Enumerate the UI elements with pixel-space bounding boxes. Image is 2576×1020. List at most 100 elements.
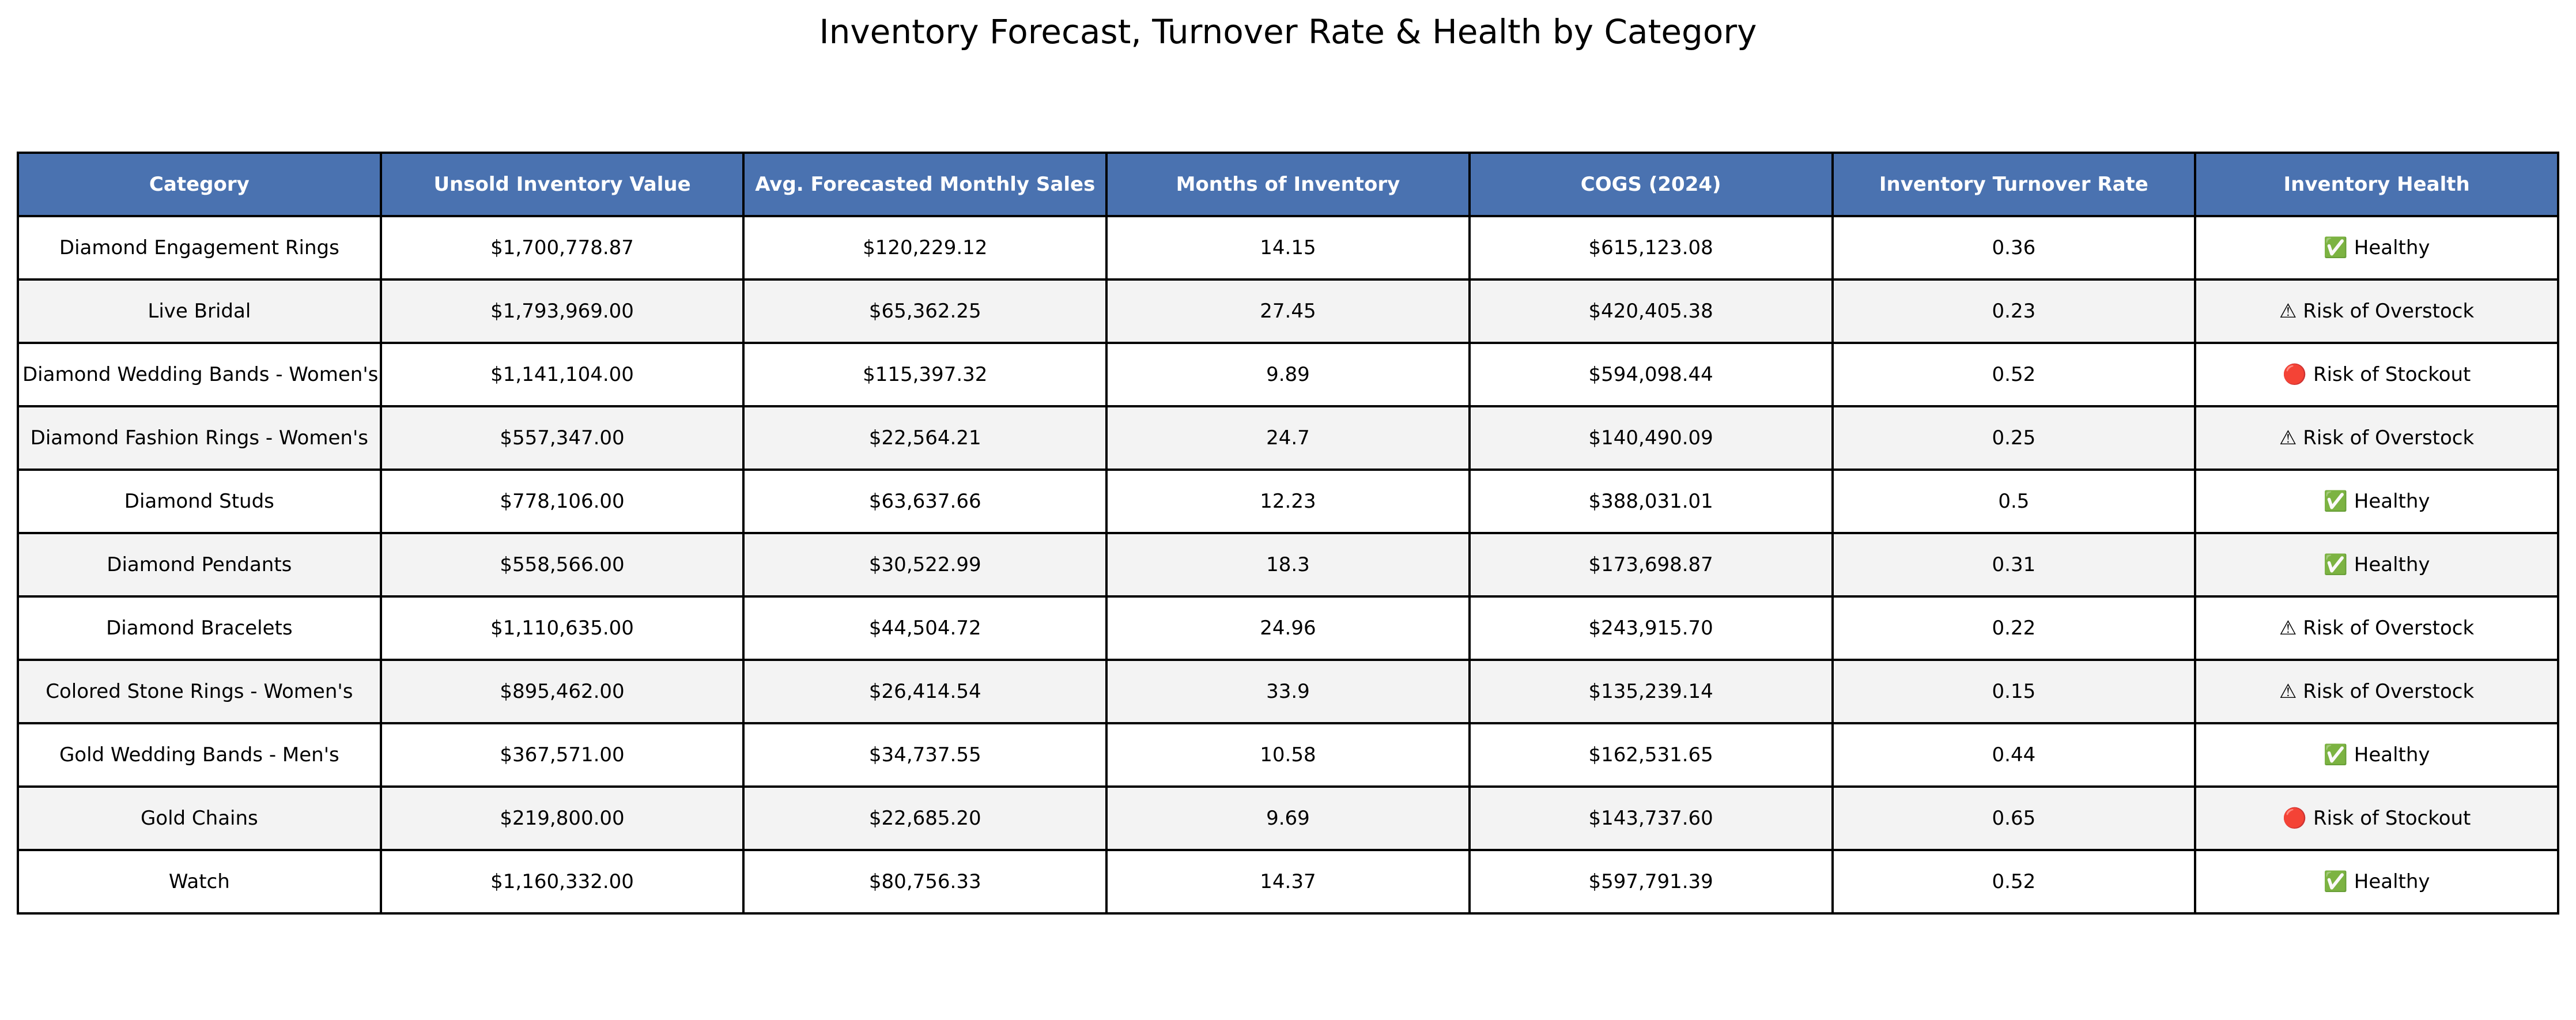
cell-months-of-inventory: 18.3 [1105, 532, 1471, 598]
inventory-table-container: Category Unsold Inventory Value Avg. For… [17, 152, 2559, 915]
cell-avg-forecasted-monthly-sales: $63,637.66 [742, 469, 1108, 534]
table-row: Diamond Wedding Bands - Women's $1,141,10… [17, 342, 2559, 407]
header-cell-inventory-health: Inventory Health [2194, 152, 2559, 217]
cell-inventory-turnover-rate: 0.52 [1831, 342, 2197, 407]
cell-cogs-2024: $143,737.60 [1468, 785, 1834, 851]
cell-inventory-turnover-rate: 0.36 [1831, 215, 2197, 281]
cell-avg-forecasted-monthly-sales: $22,685.20 [742, 785, 1108, 851]
cell-unsold-inventory-value: $557,347.00 [379, 405, 745, 471]
table-row: Gold Chains $219,800.00 $22,685.20 9.69 $143… [17, 785, 2559, 851]
header-cell-avg-forecasted-monthly-sales: Avg. Forecasted Monthly Sales [742, 152, 1108, 217]
cell-category: Diamond Wedding Bands - Women's [17, 342, 382, 407]
cell-months-of-inventory: 10.58 [1105, 722, 1471, 788]
header-cell-months-of-inventory: Months of Inventory [1105, 152, 1471, 217]
cell-inventory-turnover-rate: 0.15 [1831, 659, 2197, 724]
cell-months-of-inventory: 24.96 [1105, 595, 1471, 661]
table-row: Diamond Engagement Rings $1,700,778.87 $12… [17, 215, 2559, 281]
cell-avg-forecasted-monthly-sales: $115,397.32 [742, 342, 1108, 407]
cell-unsold-inventory-value: $367,571.00 [379, 722, 745, 788]
cell-inventory-health: ⚠ Risk of Overstock [2194, 659, 2559, 724]
cell-category: Diamond Bracelets [17, 595, 382, 661]
header-cell-unsold-inventory-value: Unsold Inventory Value [379, 152, 745, 217]
inventory-table: Category Unsold Inventory Value Avg. For… [17, 152, 2559, 915]
cell-category: Diamond Pendants [17, 532, 382, 598]
table-row: Diamond Studs $778,106.00 $63,637.66 12.23 $… [17, 469, 2559, 534]
table-body: Diamond Engagement Rings $1,700,778.87 $12… [17, 215, 2559, 915]
cell-unsold-inventory-value: $1,793,969.00 [379, 278, 745, 344]
cell-unsold-inventory-value: $1,700,778.87 [379, 215, 745, 281]
table-row: Watch $1,160,332.00 $80,756.33 14.37 $597,79… [17, 849, 2559, 915]
cell-unsold-inventory-value: $219,800.00 [379, 785, 745, 851]
cell-inventory-health: 🔴 Risk of Stockout [2194, 785, 2559, 851]
cell-category: Live Bridal [17, 278, 382, 344]
cell-unsold-inventory-value: $1,110,635.00 [379, 595, 745, 661]
cell-unsold-inventory-value: $558,566.00 [379, 532, 745, 598]
cell-category: Diamond Studs [17, 469, 382, 534]
cell-cogs-2024: $597,791.39 [1468, 849, 1834, 915]
table-row: Gold Wedding Bands - Men's $367,571.00 $34… [17, 722, 2559, 788]
table-row: Live Bridal $1,793,969.00 $65,362.25 27.45 $… [17, 278, 2559, 344]
cell-inventory-turnover-rate: 0.5 [1831, 469, 2197, 534]
cell-category: Colored Stone Rings - Women's [17, 659, 382, 724]
cell-cogs-2024: $135,239.14 [1468, 659, 1834, 724]
cell-cogs-2024: $594,098.44 [1468, 342, 1834, 407]
cell-months-of-inventory: 9.89 [1105, 342, 1471, 407]
cell-months-of-inventory: 24.7 [1105, 405, 1471, 471]
cell-inventory-turnover-rate: 0.52 [1831, 849, 2197, 915]
cell-cogs-2024: $140,490.09 [1468, 405, 1834, 471]
cell-category: Diamond Engagement Rings [17, 215, 382, 281]
cell-cogs-2024: $420,405.38 [1468, 278, 1834, 344]
cell-inventory-turnover-rate: 0.23 [1831, 278, 2197, 344]
cell-cogs-2024: $615,123.08 [1468, 215, 1834, 281]
cell-months-of-inventory: 14.15 [1105, 215, 1471, 281]
cell-inventory-health: ⚠ Risk of Overstock [2194, 278, 2559, 344]
cell-inventory-turnover-rate: 0.25 [1831, 405, 2197, 471]
cell-inventory-health: ⚠ Risk of Overstock [2194, 405, 2559, 471]
table-row: Diamond Bracelets $1,110,635.00 $44,504.72… [17, 595, 2559, 661]
cell-inventory-health: ✅ Healthy [2194, 722, 2559, 788]
cell-unsold-inventory-value: $1,160,332.00 [379, 849, 745, 915]
cell-unsold-inventory-value: $1,141,104.00 [379, 342, 745, 407]
table-row: Diamond Pendants $558,566.00 $30,522.99 18.… [17, 532, 2559, 598]
cell-inventory-health: 🔴 Risk of Stockout [2194, 342, 2559, 407]
cell-months-of-inventory: 14.37 [1105, 849, 1471, 915]
cell-avg-forecasted-monthly-sales: $26,414.54 [742, 659, 1108, 724]
cell-avg-forecasted-monthly-sales: $34,737.55 [742, 722, 1108, 788]
cell-avg-forecasted-monthly-sales: $30,522.99 [742, 532, 1108, 598]
cell-months-of-inventory: 27.45 [1105, 278, 1471, 344]
cell-avg-forecasted-monthly-sales: $22,564.21 [742, 405, 1108, 471]
table-header: Category Unsold Inventory Value Avg. For… [17, 152, 2559, 217]
cell-cogs-2024: $388,031.01 [1468, 469, 1834, 534]
cell-cogs-2024: $173,698.87 [1468, 532, 1834, 598]
cell-category: Gold Wedding Bands - Men's [17, 722, 382, 788]
cell-inventory-turnover-rate: 0.22 [1831, 595, 2197, 661]
header-row: Category Unsold Inventory Value Avg. For… [17, 152, 2559, 217]
cell-inventory-health: ✅ Healthy [2194, 215, 2559, 281]
cell-months-of-inventory: 12.23 [1105, 469, 1471, 534]
cell-inventory-turnover-rate: 0.31 [1831, 532, 2197, 598]
header-cell-cogs-2024: COGS (2024) [1468, 152, 1834, 217]
cell-months-of-inventory: 9.69 [1105, 785, 1471, 851]
cell-unsold-inventory-value: $895,462.00 [379, 659, 745, 724]
cell-category: Diamond Fashion Rings - Women's [17, 405, 382, 471]
cell-inventory-health: ⚠ Risk of Overstock [2194, 595, 2559, 661]
cell-category: Watch [17, 849, 382, 915]
table-row: Colored Stone Rings - Women's $895,462.00… [17, 659, 2559, 724]
cell-inventory-turnover-rate: 0.65 [1831, 785, 2197, 851]
table-row: Diamond Fashion Rings - Women's $557,347.… [17, 405, 2559, 471]
header-cell-inventory-turnover-rate: Inventory Turnover Rate [1831, 152, 2197, 217]
chart-title: Inventory Forecast, Turnover Rate & Heal… [819, 12, 1757, 51]
cell-avg-forecasted-monthly-sales: $44,504.72 [742, 595, 1108, 661]
cell-cogs-2024: $243,915.70 [1468, 595, 1834, 661]
cell-inventory-health: ✅ Healthy [2194, 849, 2559, 915]
header-cell-category: Category [17, 152, 382, 217]
cell-inventory-health: ✅ Healthy [2194, 469, 2559, 534]
cell-category: Gold Chains [17, 785, 382, 851]
cell-avg-forecasted-monthly-sales: $120,229.12 [742, 215, 1108, 281]
cell-months-of-inventory: 33.9 [1105, 659, 1471, 724]
cell-avg-forecasted-monthly-sales: $65,362.25 [742, 278, 1108, 344]
cell-cogs-2024: $162,531.65 [1468, 722, 1834, 788]
cell-unsold-inventory-value: $778,106.00 [379, 469, 745, 534]
cell-inventory-health: ✅ Healthy [2194, 532, 2559, 598]
cell-avg-forecasted-monthly-sales: $80,756.33 [742, 849, 1108, 915]
